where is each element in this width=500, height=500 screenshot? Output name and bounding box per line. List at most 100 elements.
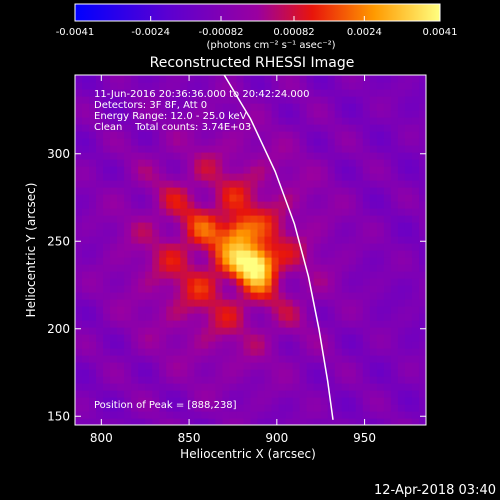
- heatmap-cell: [229, 278, 238, 286]
- heatmap-cell: [159, 334, 167, 342]
- heatmap-cell: [376, 320, 385, 328]
- heatmap-cell: [159, 341, 167, 349]
- heatmap-cell: [117, 229, 125, 237]
- heatmap-cell: [250, 131, 259, 139]
- heatmap-cell: [124, 278, 132, 286]
- heatmap-cell: [110, 404, 118, 412]
- heatmap-cell: [187, 383, 195, 391]
- heatmap-cell: [250, 236, 259, 244]
- heatmap-cell: [264, 96, 273, 104]
- heatmap-cell: [306, 243, 315, 251]
- heatmap-cell: [166, 166, 174, 174]
- heatmap-cell: [96, 152, 104, 160]
- heatmap-cell: [131, 418, 139, 425]
- heatmap-cell: [299, 138, 308, 146]
- heatmap-cell: [313, 243, 322, 251]
- heatmap-cell: [145, 173, 153, 181]
- heatmap-cell: [334, 250, 343, 258]
- heatmap-cell: [313, 313, 322, 321]
- heatmap-cell: [285, 166, 294, 174]
- heatmap-cell: [369, 89, 378, 97]
- heatmap-cell: [131, 82, 139, 90]
- heatmap-cell: [138, 411, 146, 419]
- heatmap-cell: [117, 313, 125, 321]
- heatmap-cell: [201, 117, 209, 125]
- heatmap-cell: [404, 159, 413, 167]
- heatmap-cell: [75, 173, 83, 181]
- heatmap-cell: [250, 138, 259, 146]
- heatmap-cell: [383, 285, 392, 293]
- heatmap-cell: [411, 390, 420, 398]
- heatmap-cell: [250, 103, 259, 111]
- heatmap-cell: [292, 278, 301, 286]
- heatmap-cell: [117, 341, 125, 349]
- heatmap-cell: [124, 103, 132, 111]
- heatmap-cell: [362, 369, 371, 377]
- heatmap-cell: [334, 159, 343, 167]
- heatmap-cell: [306, 355, 315, 363]
- heatmap-cell: [103, 194, 111, 202]
- heatmap-cell: [138, 383, 146, 391]
- heatmap-cell: [180, 75, 188, 83]
- heatmap-cell: [145, 96, 153, 104]
- heatmap-cell: [194, 306, 202, 314]
- heatmap-cell: [278, 257, 287, 265]
- heatmap-cell: [110, 327, 118, 335]
- heatmap-cell: [418, 334, 426, 342]
- heatmap-cell: [418, 229, 426, 237]
- heatmap-cell: [166, 313, 174, 321]
- heatmap-cell: [194, 264, 202, 272]
- heatmap-cell: [271, 201, 280, 209]
- heatmap-cell: [362, 229, 371, 237]
- heatmap-cell: [278, 194, 287, 202]
- heatmap-cell: [152, 222, 160, 230]
- heatmap-cell: [201, 138, 209, 146]
- heatmap-cell: [75, 362, 83, 370]
- heatmap-cell: [96, 194, 104, 202]
- heatmap-cell: [278, 117, 287, 125]
- heatmap-cell: [222, 229, 231, 237]
- heatmap-cell: [201, 222, 209, 230]
- heatmap-cell: [215, 411, 224, 419]
- heatmap-cell: [222, 313, 231, 321]
- heatmap-cell: [145, 313, 153, 321]
- heatmap-cell: [173, 187, 181, 195]
- heatmap-cell: [383, 341, 392, 349]
- heatmap-cell: [166, 250, 174, 258]
- heatmap-cell: [306, 376, 315, 384]
- colorbar-tick-label: 0.00082: [273, 27, 314, 38]
- heatmap-cell: [397, 187, 406, 195]
- heatmap-cell: [187, 89, 195, 97]
- heatmap-cell: [145, 236, 153, 244]
- heatmap-cell: [201, 390, 209, 398]
- heatmap-cell: [341, 418, 350, 425]
- heatmap-cell: [173, 96, 181, 104]
- heatmap-cell: [229, 285, 238, 293]
- heatmap-cell: [145, 271, 153, 279]
- heatmap-cell: [418, 285, 426, 293]
- heatmap-cell: [173, 124, 181, 132]
- heatmap-cell: [89, 257, 97, 265]
- heatmap-cell: [180, 243, 188, 251]
- heatmap-cell: [369, 201, 378, 209]
- heatmap-cell: [292, 117, 301, 125]
- heatmap-cell: [194, 341, 202, 349]
- heatmap-cell: [222, 180, 231, 188]
- heatmap-cell: [124, 124, 132, 132]
- heatmap-cell: [89, 89, 97, 97]
- heatmap-cell: [201, 362, 209, 370]
- heatmap-cell: [166, 131, 174, 139]
- heatmap-cell: [397, 110, 406, 118]
- heatmap-cell: [278, 397, 287, 405]
- heatmap-cell: [285, 215, 294, 223]
- heatmap-cell: [173, 145, 181, 153]
- heatmap-cell: [285, 362, 294, 370]
- heatmap-cell: [152, 208, 160, 216]
- heatmap-cell: [96, 117, 104, 125]
- heatmap-cell: [117, 250, 125, 258]
- heatmap-cell: [334, 397, 343, 405]
- heatmap-cell: [117, 96, 125, 104]
- heatmap-cell: [313, 285, 322, 293]
- heatmap-cell: [110, 397, 118, 405]
- heatmap-cell: [173, 152, 181, 160]
